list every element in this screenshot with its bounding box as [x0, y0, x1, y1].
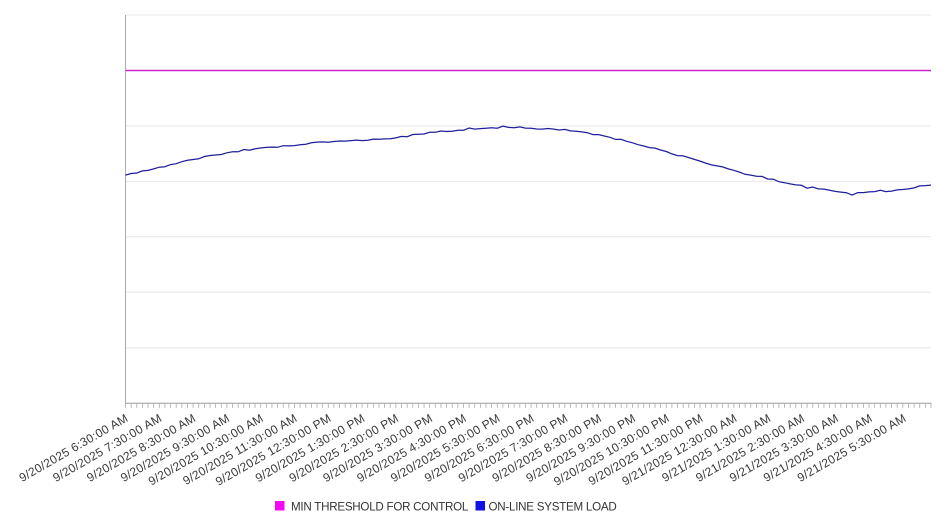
svg-text:ON-LINE SYSTEM LOAD: ON-LINE SYSTEM LOAD — [489, 501, 617, 514]
svg-text:MIN THRESHOLD FOR CONTROL: MIN THRESHOLD FOR CONTROL — [291, 501, 469, 514]
